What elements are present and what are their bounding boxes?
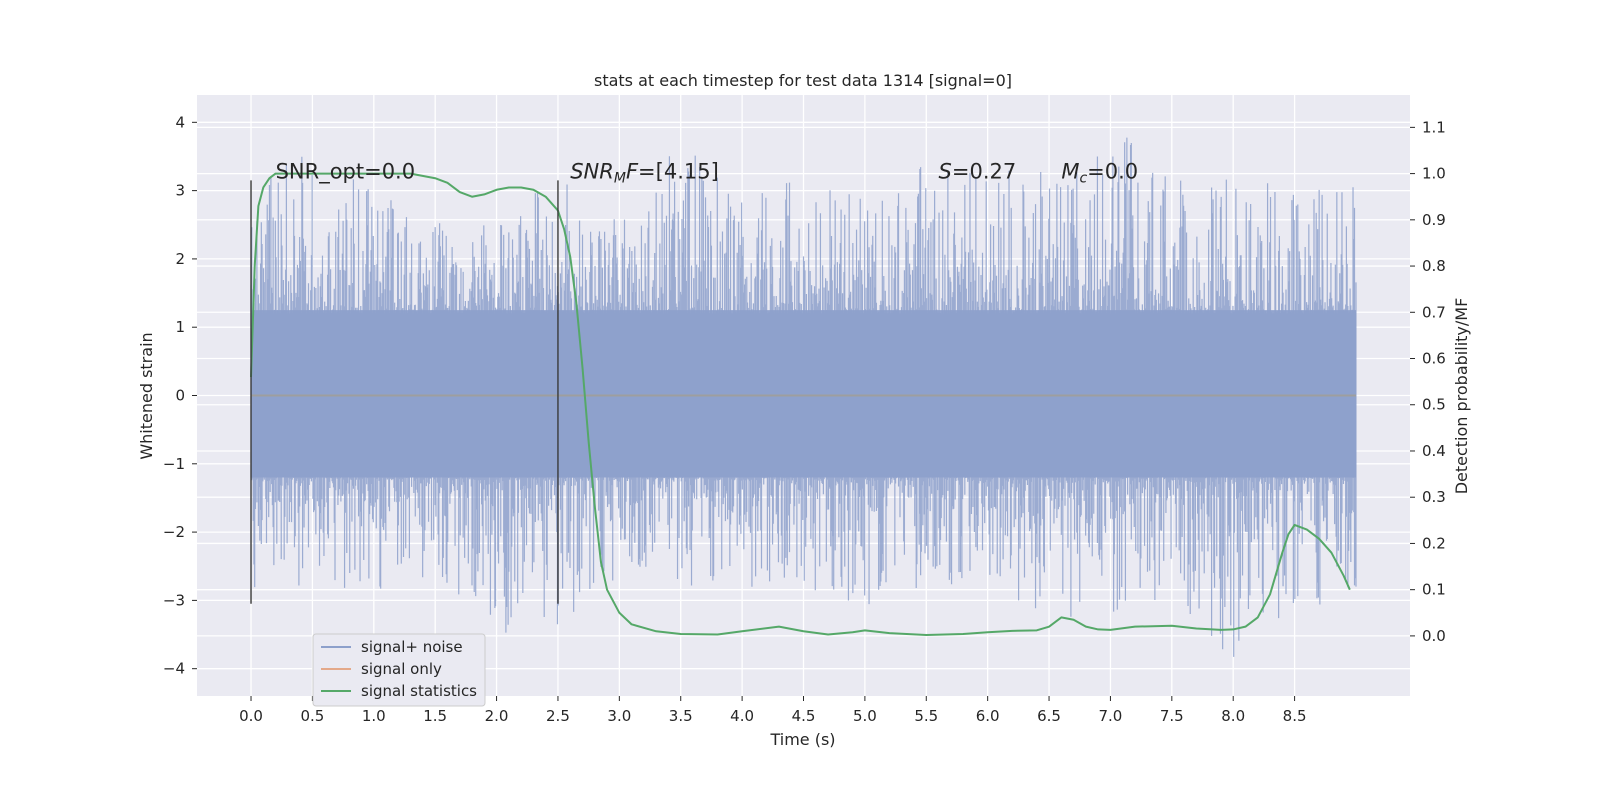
y-tick-label: −3 xyxy=(163,591,185,609)
y2-tick-label: 1.1 xyxy=(1422,118,1446,136)
signal-noise-core-band xyxy=(251,310,1356,478)
x-tick-label: 2.5 xyxy=(546,707,570,725)
y-tick-label: −2 xyxy=(163,523,185,541)
x-tick-label: 8.0 xyxy=(1221,707,1245,725)
x-tick-label: 3.5 xyxy=(669,707,693,725)
y-ticks: −4 −3 −2 −1 0 1 2 3 4 xyxy=(163,113,197,678)
y-tick-label: 3 xyxy=(175,182,185,200)
legend: signal+ noise signal only signal statist… xyxy=(312,633,486,707)
x-tick-label: 5.5 xyxy=(914,707,938,725)
y2-tick-label: 0.2 xyxy=(1422,534,1446,552)
x-tick-label: 6.5 xyxy=(1037,707,1061,725)
legend-box xyxy=(312,633,486,707)
x-tick-label: 6.0 xyxy=(976,707,1000,725)
x-tick-label: 1.5 xyxy=(423,707,447,725)
x-tick-label: 8.5 xyxy=(1283,707,1307,725)
legend-label-signal-statistics: signal statistics xyxy=(361,682,477,700)
annotation-text: SNR_opt=0.0 xyxy=(276,159,416,184)
y-tick-label: 0 xyxy=(175,387,185,405)
y2-tick-label: 0.7 xyxy=(1422,303,1446,321)
annotation-text: SNRMF=[4.15] xyxy=(570,159,719,186)
y2-tick-label: 0.1 xyxy=(1422,581,1446,599)
x-axis-label: Time (s) xyxy=(769,730,835,749)
y-tick-label: 2 xyxy=(175,250,185,268)
legend-label-signal-noise: signal+ noise xyxy=(361,638,463,656)
x-tick-label: 1.0 xyxy=(362,707,386,725)
y-tick-label: −4 xyxy=(163,660,185,678)
x-tick-label: 2.0 xyxy=(485,707,509,725)
legend-label-signal-only: signal only xyxy=(361,660,442,678)
y2-tick-label: 0.0 xyxy=(1422,627,1446,645)
x-tick-label: 3.0 xyxy=(607,707,631,725)
noise-trace xyxy=(250,137,1357,657)
y2-tick-label: 1.0 xyxy=(1422,165,1446,183)
y2-tick-label: 0.3 xyxy=(1422,488,1446,506)
y2-axis-label: Detection probability/MF xyxy=(1452,298,1471,495)
y-tick-label: 1 xyxy=(175,318,185,336)
y-axis-label: Whitened strain xyxy=(137,332,156,459)
x-tick-label: 4.5 xyxy=(792,707,816,725)
y-tick-label: −1 xyxy=(163,455,185,473)
vertical-markers xyxy=(250,180,559,604)
x-tick-label: 7.5 xyxy=(1160,707,1184,725)
x-tick-label: 0.0 xyxy=(239,707,263,725)
y2-tick-label: 0.4 xyxy=(1422,442,1446,460)
series-layer xyxy=(250,172,1356,636)
x-ticks: 0.0 0.5 1.0 1.5 2.0 2.5 3.0 3.5 4.0 4.5 5.0 5.5 6.0 6… xyxy=(239,696,1307,725)
x-tick-label: 7.0 xyxy=(1099,707,1123,725)
y2-tick-label: 0.9 xyxy=(1422,211,1446,229)
y2-tick-label: 0.6 xyxy=(1422,350,1446,368)
annotations: SNR_opt=0.0 SNRMF=[4.15] S=0.27 Mc=0.0 xyxy=(276,159,1139,186)
signal-statistics-line xyxy=(250,172,1351,636)
y2-tick-label: 0.8 xyxy=(1422,257,1446,275)
x-tick-label: 4.0 xyxy=(730,707,754,725)
y2-tick-label: 0.5 xyxy=(1422,396,1446,414)
x-tick-label: 0.5 xyxy=(300,707,324,725)
y-tick-label: 4 xyxy=(175,113,185,131)
x-tick-label: 5.0 xyxy=(853,707,877,725)
annotation-text: Mc=0.0 xyxy=(1061,159,1138,186)
chart-title: stats at each timestep for test data 131… xyxy=(594,71,1012,90)
annotation-text: S=0.27 xyxy=(939,159,1017,183)
y2-ticks: 0.0 0.1 0.2 0.3 0.4 0.5 0.6 0.7 0.8 0.9 1.0 1.1 xyxy=(1410,118,1446,645)
